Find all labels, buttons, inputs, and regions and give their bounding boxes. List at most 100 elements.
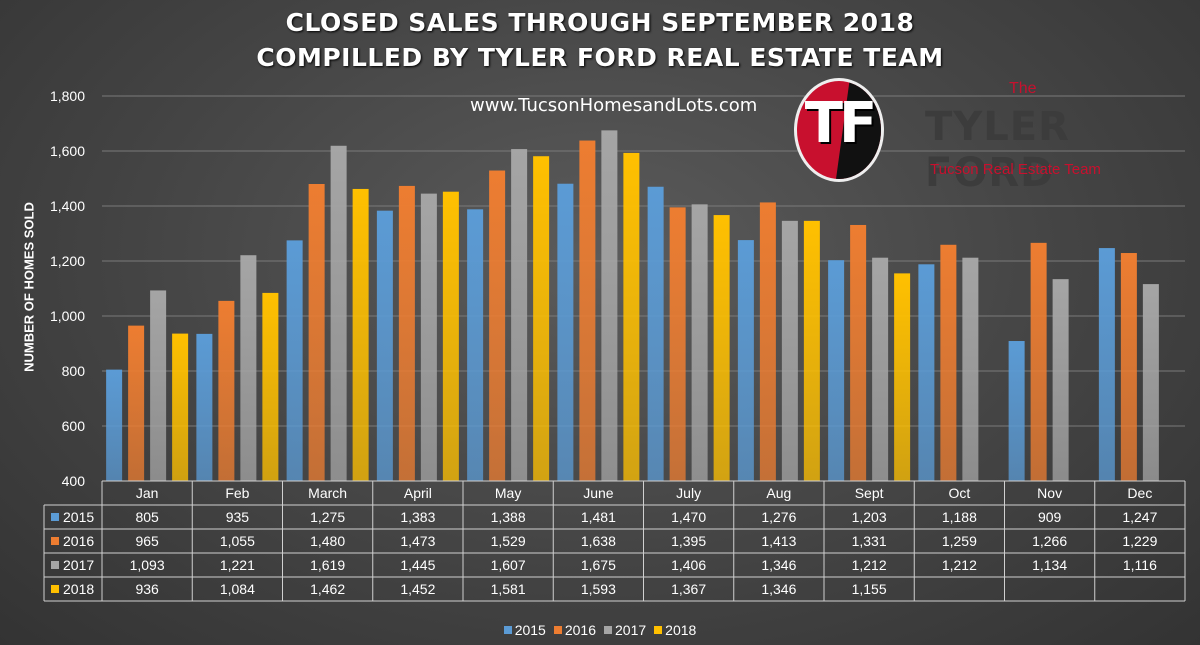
legend-label: 2018 [665, 622, 697, 638]
chart-title-line-2: COMPILLED BY TYLER FORD REAL ESTATE TEAM [256, 43, 944, 72]
bar-2018-may [533, 156, 550, 481]
bar-2016-sept [850, 224, 867, 481]
table-cell-value: 1,593 [581, 581, 616, 597]
y-tick-label: 1,000 [50, 308, 85, 324]
bar-2017-aug [781, 220, 798, 481]
bar-2016-feb [218, 300, 235, 481]
bar-2015-jan [106, 369, 123, 481]
x-category-label: Aug [766, 485, 791, 501]
bar-2017-july [691, 204, 708, 481]
bar-2015-nov [1008, 341, 1025, 481]
logo-the: The [1009, 80, 1037, 97]
table-series-swatch [51, 537, 59, 545]
bar-2017-april [420, 193, 437, 481]
legend-label: 2016 [564, 622, 596, 638]
y-tick-label: 400 [62, 473, 86, 489]
table-series-label: 2016 [63, 533, 94, 549]
x-category-label: July [676, 485, 701, 501]
bar-2016-march [308, 184, 325, 481]
table-cell-value: 1,134 [1032, 557, 1067, 573]
table-cell-value: 1,481 [581, 509, 616, 525]
legend-item-2016: 2016 [553, 622, 596, 638]
table-cell-value: 1,462 [310, 581, 345, 597]
table-cell-value: 1,413 [761, 533, 796, 549]
y-tick-label: 1,800 [50, 88, 85, 104]
chart-legend: 2015 2016 2017 2018 [0, 622, 1200, 638]
table-cell-value: 965 [135, 533, 159, 549]
table-cell-value: 1,383 [400, 509, 435, 525]
table-cell-value: 1,480 [310, 533, 345, 549]
legend-label: 2015 [514, 622, 546, 638]
table-cell-value: 1,259 [942, 533, 977, 549]
bar-2018-july [713, 215, 730, 481]
table-cell-value: 1,276 [761, 509, 796, 525]
logo-subtitle: Tucson Real Estate Team [930, 161, 1101, 178]
x-category-label: June [583, 485, 614, 501]
website-url: www.TucsonHomesandLots.com [470, 95, 758, 116]
logo-name: TYLER FORD [925, 104, 1070, 196]
legend-item-2015: 2015 [503, 622, 546, 638]
bar-2016-jan [128, 325, 145, 481]
legend-item-2017: 2017 [604, 622, 646, 638]
bar-2018-june [623, 152, 640, 482]
table-cell-value: 1,581 [491, 581, 526, 597]
tf-logo-badge: TF [794, 78, 884, 182]
table-cell-value: 1,266 [1032, 533, 1067, 549]
table-cell-value: 1,445 [400, 557, 435, 573]
table-series-swatch [51, 561, 59, 569]
bar-2018-aug [803, 220, 820, 481]
bar-2018-sept [894, 273, 911, 481]
table-cell-value: 1,212 [942, 557, 977, 573]
bar-2016-nov [1030, 242, 1047, 481]
bar-2017-jan [150, 290, 167, 481]
table-cell-value: 1,619 [310, 557, 345, 573]
bar-2016-june [579, 140, 596, 482]
table-cell-value: 805 [135, 509, 159, 525]
bar-2017-dec [1142, 284, 1159, 481]
table-cell-value: 1,406 [671, 557, 706, 573]
chart-title-line-1: CLOSED SALES THROUGH SEPTEMBER 2018 [285, 8, 915, 37]
y-tick-label: 1,200 [50, 253, 85, 269]
bar-2017-oct [962, 257, 979, 481]
x-category-label: Oct [948, 485, 970, 501]
bar-2017-june [601, 130, 618, 481]
y-tick-label: 800 [62, 363, 86, 379]
bar-2018-april [442, 191, 459, 481]
y-axis-label: NUMBER OF HOMES SOLD [21, 202, 37, 372]
bar-2018-march [352, 188, 369, 481]
legend-swatch [553, 626, 562, 634]
table-cell-value: 1,093 [130, 557, 165, 573]
table-cell-value: 935 [226, 509, 250, 525]
table-cell-value: 1,388 [491, 509, 526, 525]
table-cell-value: 1,452 [400, 581, 435, 597]
table-cell-value: 1,473 [400, 533, 435, 549]
bar-2017-feb [240, 255, 257, 481]
bar-2015-aug [737, 240, 754, 481]
x-category-label: Jan [136, 485, 159, 501]
table-cell-value: 1,331 [852, 533, 887, 549]
table-cell-value: 1,188 [942, 509, 977, 525]
bar-2016-aug [759, 202, 776, 482]
x-category-label: Feb [225, 485, 249, 501]
table-cell-value: 1,470 [671, 509, 706, 525]
table-cell-value: 1,221 [220, 557, 255, 573]
table-cell-value: 1,675 [581, 557, 616, 573]
bar-2016-dec [1120, 253, 1137, 481]
table-cell-value: 1,155 [852, 581, 887, 597]
legend-label: 2017 [615, 622, 647, 638]
table-cell-value: 1,638 [581, 533, 616, 549]
table-cell-value: 909 [1038, 509, 1062, 525]
table-series-label: 2015 [63, 509, 94, 525]
x-category-label: Sept [855, 485, 884, 501]
x-category-label: May [495, 485, 521, 501]
table-cell-value: 1,346 [761, 581, 796, 597]
y-tick-label: 1,600 [50, 143, 85, 159]
bar-2015-oct [918, 264, 935, 481]
bar-2015-feb [196, 333, 213, 481]
bar-2018-jan [172, 333, 189, 481]
bar-2016-oct [940, 244, 957, 481]
bar-2015-june [557, 183, 574, 481]
bar-2015-may [467, 209, 484, 482]
bar-2015-july [647, 186, 664, 481]
table-cell-value: 1,346 [761, 557, 796, 573]
